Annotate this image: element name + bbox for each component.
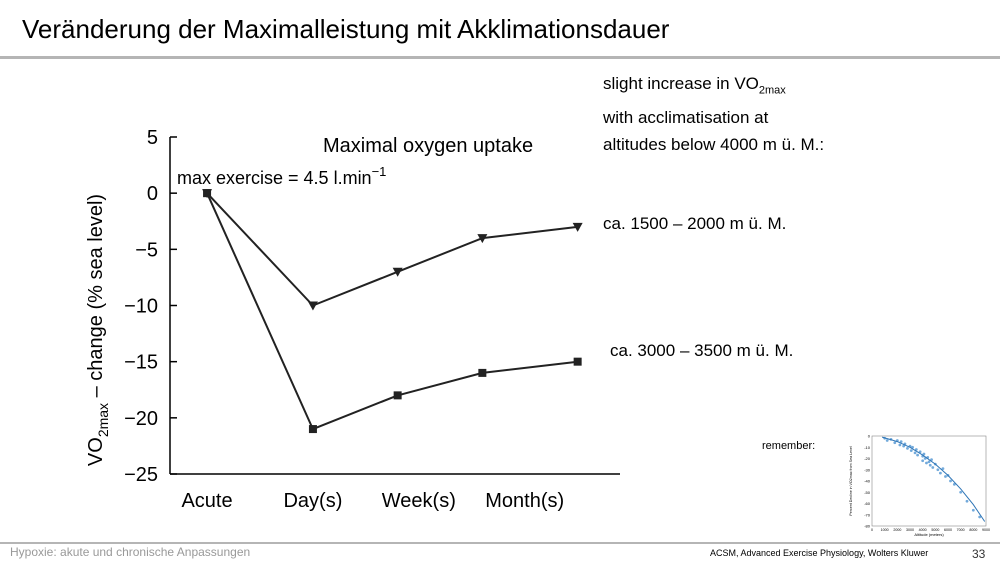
inset-x-tick-label: 4000 [919, 528, 927, 532]
data-point [477, 234, 488, 244]
chart-annotation: max exercise = 4.5 l.min−1 [177, 164, 386, 188]
footer-divider [0, 542, 1000, 544]
note-intro-line3: altitudes below 4000 m ü. M.: [603, 135, 825, 155]
data-point [573, 357, 582, 366]
y-tick-label: −10 [124, 296, 158, 318]
inset-data-point [906, 446, 909, 450]
inset-y-tick-label: -10 [864, 445, 871, 450]
data-point [308, 425, 317, 434]
inset-data-point [909, 449, 913, 453]
data-point [307, 301, 318, 311]
inset-data-point [927, 460, 931, 464]
y-axis-label-prefix: VO [85, 437, 107, 466]
inset-data-point [949, 479, 952, 483]
page-number: 33 [972, 547, 986, 561]
inset-y-tick-label: 0 [868, 434, 871, 439]
inset-data-point [925, 461, 928, 465]
y-tick-label: −5 [135, 239, 158, 261]
y-axis-label-suffix: – change (% sea level) [85, 194, 107, 403]
inset-x-tick-label: 5000 [931, 528, 939, 532]
acclimatisation-chart: VO2max – change (% sea level) Maximal ox… [85, 127, 620, 512]
inset-x-tick-label: 0 [871, 528, 873, 532]
data-point [393, 391, 402, 400]
y-axis-label-subscript: 2max [95, 403, 111, 437]
inset-y-tick-label: -30 [864, 467, 871, 472]
inset-y-tick-label: -80 [864, 524, 871, 529]
inset-data-point [913, 451, 917, 455]
inset-data-point [965, 499, 969, 503]
inset-x-axis-label: Altitude (meters) [914, 532, 944, 537]
inset-x-tick-label: 9000 [982, 528, 990, 532]
label-high-altitude: ca. 3000 – 3500 m ü. M. [610, 341, 794, 360]
inset-y-tick-label: -70 [864, 512, 871, 517]
inset-data-point [902, 444, 906, 448]
inset-data-point [885, 439, 889, 442]
data-point [203, 189, 212, 198]
acclimatisation-note: slight increase in VO2max with acclimati… [603, 70, 824, 158]
chart-title: Maximal oxygen uptake [323, 135, 533, 157]
note-intro-subscript: 2max [758, 84, 786, 97]
inset-fit-line [881, 436, 986, 522]
inset-y-tick-label: -40 [864, 479, 871, 484]
chart-annotation-superscript: −1 [372, 164, 387, 179]
altitude-decline-inset-chart: 0-10-20-30-40-50-60-70-800 1000 2000 3000 40… [840, 430, 990, 542]
inset-data-point [959, 490, 963, 494]
footer-topic: Hypoxie: akute und chronische Anpassunge… [10, 545, 251, 559]
inset-data-point [928, 463, 932, 467]
inset-x-tick-label: 8000 [969, 528, 977, 532]
inset-data-point [899, 440, 903, 444]
y-tick-label: −15 [124, 352, 158, 374]
title-divider [0, 56, 1000, 59]
inset-data-point [916, 453, 919, 457]
inset-x-tick-label: 6000 [944, 528, 952, 532]
inset-data-point [978, 515, 982, 519]
inset-data-point [939, 471, 942, 475]
inset-data-point [936, 468, 940, 472]
inset-y-tick-label: -50 [864, 490, 871, 495]
inset-data-point [893, 441, 897, 445]
x-tick-label: Month(s) [485, 490, 564, 512]
note-intro-prefix: slight increase in VO [603, 74, 759, 93]
x-tick-label: Acute [181, 490, 232, 512]
inset-data-point [922, 452, 926, 456]
slide-title: Veränderung der Maximalleistung mit Akkl… [22, 14, 670, 44]
series-line-1 [206, 192, 578, 307]
footer-source: ACSM, Advanced Exercise Physiology, Wolt… [710, 548, 929, 558]
inset-x-tick-label: 2000 [893, 528, 901, 532]
y-tick-label: 0 [147, 183, 158, 205]
inset-x-tick-label: 7000 [957, 528, 965, 532]
inset-data-point [941, 467, 945, 471]
chart-annotation-text: max exercise = 4.5 l.min [177, 168, 372, 188]
inset-data-point [918, 450, 922, 454]
data-point [392, 267, 403, 277]
inset-data-point [921, 459, 925, 463]
data-point [478, 368, 487, 377]
data-point [572, 222, 583, 232]
inset-data-point [952, 482, 956, 486]
note-intro-line2: with acclimatisation at [603, 108, 769, 128]
inset-plot-frame [871, 435, 987, 527]
remember-label: remember: [762, 440, 816, 452]
inset-data-point [944, 475, 947, 478]
inset-y-tick-label: -60 [864, 501, 871, 506]
series-line-2 [206, 192, 578, 431]
x-tick-label: Day(s) [283, 490, 342, 512]
inset-y-tick-label: -20 [864, 456, 871, 461]
y-axis-label: VO2max – change (% sea level) [85, 194, 111, 466]
inset-x-tick-label: 3000 [906, 528, 914, 532]
x-tick-label: Week(s) [382, 490, 456, 512]
inset-data-point [971, 508, 975, 512]
label-low-altitude: ca. 1500 – 2000 m ü. M. [603, 214, 787, 233]
inset-y-axis-label: Percent Decline in VO2max from Sea Level [849, 446, 853, 516]
y-tick-label: 5 [147, 127, 158, 149]
inset-data-point [931, 466, 935, 469]
inset-data-point [898, 443, 902, 447]
inset-background [840, 430, 990, 542]
y-tick-label: −20 [124, 408, 158, 430]
y-tick-label: −25 [124, 464, 158, 486]
inset-x-tick-label: 1000 [881, 528, 889, 532]
